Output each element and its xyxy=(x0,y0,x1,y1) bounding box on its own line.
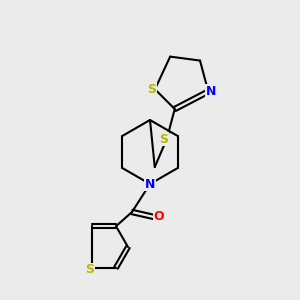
Text: S: S xyxy=(148,83,157,96)
Text: N: N xyxy=(145,178,155,190)
Text: S: S xyxy=(85,263,94,276)
Text: S: S xyxy=(159,133,168,146)
Text: N: N xyxy=(206,85,217,98)
Text: O: O xyxy=(154,211,164,224)
